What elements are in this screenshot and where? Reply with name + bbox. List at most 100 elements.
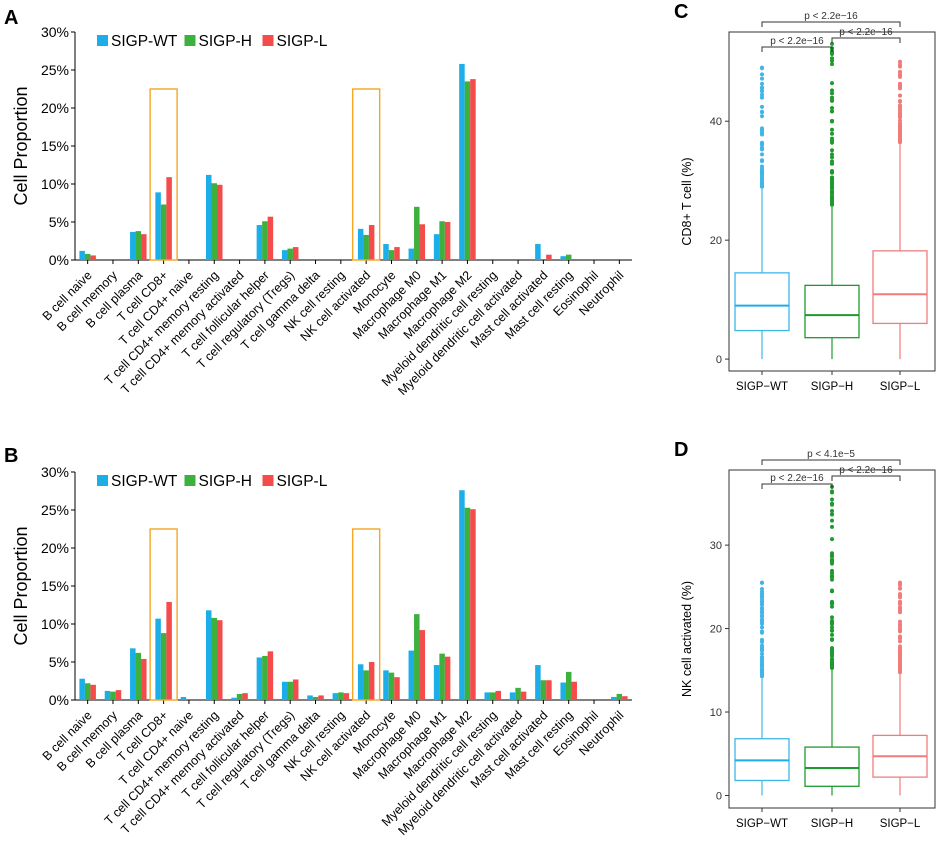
bar: [368, 662, 375, 700]
y-tick-label: 0%: [49, 692, 69, 708]
p-value-label: p < 4.1e−5: [807, 449, 855, 460]
bar: [292, 679, 299, 700]
outlier-point: [760, 92, 764, 97]
outlier-point: [830, 577, 834, 582]
outlier-point: [760, 158, 764, 163]
bar: [135, 652, 142, 700]
bar: [166, 601, 172, 700]
x-tick-label-l: SIGP−L: [880, 381, 921, 393]
outlier-point: [760, 140, 764, 145]
outlier-point: [898, 586, 902, 591]
outlier-point: [760, 152, 764, 157]
outlier-point: [830, 551, 834, 556]
highlight-box: [149, 528, 178, 701]
comparison-bracket: [761, 483, 833, 489]
bar: [307, 695, 313, 700]
bar: [206, 610, 212, 700]
bar: [495, 690, 501, 700]
outlier-point: [830, 628, 834, 633]
bar: [464, 81, 471, 261]
y-tick-label: 20%: [41, 540, 69, 556]
panel-label-a: A: [4, 7, 18, 29]
y-tick-label: 0: [716, 354, 722, 366]
highlight-box: [351, 88, 381, 261]
outlier-point: [830, 159, 834, 164]
outlier-point: [898, 69, 902, 74]
y-tick-label: 20%: [41, 100, 69, 116]
bar: [256, 225, 263, 260]
outlier-point: [760, 625, 764, 630]
outlier-point: [760, 81, 764, 86]
p-value-label: p < 2.2e−16: [804, 11, 858, 22]
y-tick-label: 30%: [41, 464, 69, 480]
bar: [388, 672, 395, 700]
bar: [470, 509, 476, 700]
bar: [509, 692, 516, 700]
bar: [242, 693, 248, 700]
bar: [217, 620, 223, 700]
p-value-label: p < 2.2e−16: [839, 465, 893, 476]
comparison-bracket: [761, 21, 901, 27]
y-tick-label: 20: [710, 624, 722, 636]
outlier-point: [830, 152, 834, 157]
bar: [484, 692, 490, 700]
x-tick-label-wt: SIGP−WT: [736, 818, 788, 830]
outlier-point: [760, 667, 764, 672]
outlier-point: [760, 72, 764, 77]
bar: [560, 682, 566, 700]
outlier-point: [830, 615, 834, 620]
comparison-bracket: [831, 37, 901, 43]
legend-wt-swatch: [97, 475, 108, 486]
bar: [79, 678, 85, 700]
comparison-bracket: [761, 46, 833, 52]
bar: [414, 614, 420, 700]
outlier-point: [830, 658, 834, 663]
bar: [262, 655, 268, 700]
bar: [155, 618, 161, 700]
bar: [363, 234, 369, 260]
outlier-point: [830, 140, 834, 145]
outlier-point: [760, 617, 764, 622]
bar: [394, 677, 400, 700]
outlier-point: [898, 59, 902, 64]
outlier-point: [898, 661, 902, 666]
y-tick-label: 5%: [49, 654, 69, 670]
outlier-point: [898, 84, 902, 89]
box-plot-d: 0 10 20 30 NK cell activated (%) SIGP−WT SIGP−…: [680, 449, 936, 830]
box-h: [804, 284, 860, 339]
bar: [135, 231, 142, 260]
bar: [408, 248, 415, 260]
bar: [130, 648, 136, 700]
y-tick-label: 25%: [41, 62, 69, 78]
outlier-point: [830, 568, 834, 573]
p-value-label: p < 2.2e−16: [839, 27, 893, 38]
bar: [470, 79, 476, 261]
bar: [267, 216, 274, 260]
bar: [338, 692, 344, 700]
bar: [571, 681, 577, 700]
legend-wt-label: SIGP-WT: [111, 33, 178, 50]
bar: [419, 630, 426, 700]
bar: [180, 696, 187, 700]
outlier-point: [830, 148, 834, 153]
outlier-point: [830, 625, 834, 630]
legend-wt-swatch: [97, 35, 108, 46]
bar: [459, 490, 465, 700]
outlier-point: [830, 41, 834, 46]
outlier-point: [830, 184, 834, 189]
outlier-point: [898, 665, 902, 670]
y-axis-title: Cell Proportion: [11, 526, 31, 645]
p-value-label: p < 2.2e−16: [770, 36, 824, 47]
outlier-point: [830, 155, 834, 160]
bar: [166, 177, 172, 260]
legend-h-label: SIGP-H: [199, 473, 252, 490]
y-tick-label: 30: [710, 540, 722, 552]
outlier-point: [898, 622, 902, 627]
y-tick-label: 5%: [49, 214, 69, 230]
highlight-box: [149, 88, 178, 261]
legend-l-swatch: [262, 35, 274, 46]
outlier-point: [760, 602, 764, 607]
bar: [160, 204, 167, 260]
